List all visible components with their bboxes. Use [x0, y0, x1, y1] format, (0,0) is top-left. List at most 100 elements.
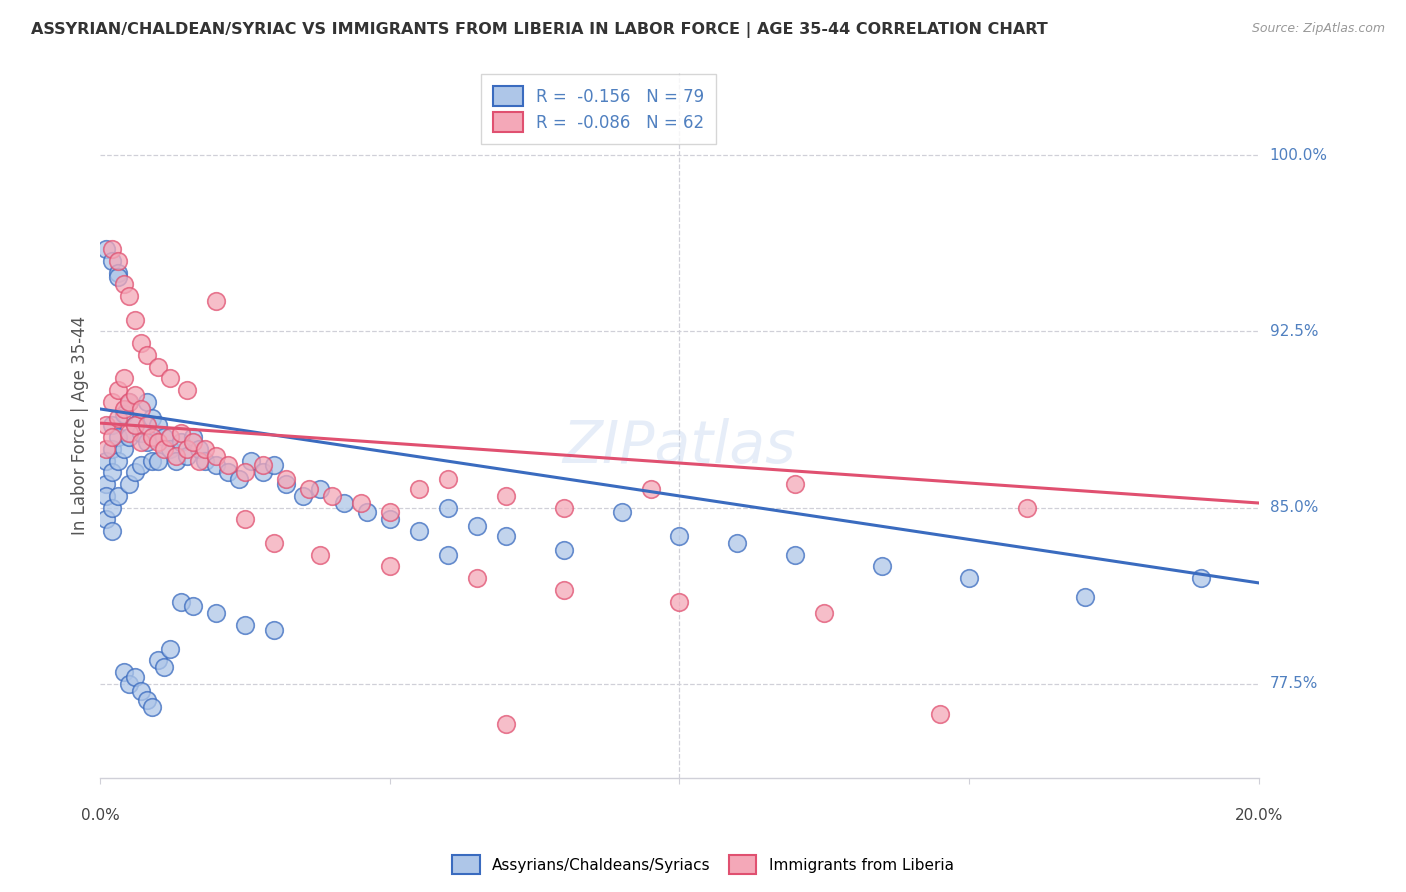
Point: [378, 512, 401, 526]
Text: ASSYRIAN/CHALDEAN/SYRIAC VS IMMIGRANTS FROM LIBERIA IN LABOR FORCE | AGE 35-44 C: ASSYRIAN/CHALDEAN/SYRIAC VS IMMIGRANTS F…: [31, 22, 1047, 38]
Text: 85.0%: 85.0%: [1270, 500, 1317, 516]
Point: [181, 434, 204, 449]
Point: [205, 293, 228, 308]
Text: 0.0%: 0.0%: [82, 808, 120, 823]
Point: [129, 425, 152, 440]
Point: [101, 418, 124, 433]
Point: [118, 677, 141, 691]
Point: [610, 505, 633, 519]
Point: [94, 442, 117, 456]
Point: [107, 270, 129, 285]
Point: [165, 453, 187, 467]
Point: [640, 482, 662, 496]
Point: [153, 430, 176, 444]
Point: [141, 430, 163, 444]
Point: [1189, 571, 1212, 585]
Point: [233, 618, 256, 632]
Point: [176, 449, 198, 463]
Point: [263, 536, 285, 550]
Point: [176, 442, 198, 456]
Point: [321, 489, 343, 503]
Point: [725, 536, 748, 550]
Point: [129, 336, 152, 351]
Point: [292, 489, 315, 503]
Point: [465, 571, 488, 585]
Point: [263, 458, 285, 473]
Point: [107, 430, 129, 444]
Point: [437, 548, 460, 562]
Point: [159, 641, 181, 656]
Point: [495, 489, 517, 503]
Point: [378, 505, 401, 519]
Point: [118, 289, 141, 303]
Point: [553, 500, 575, 515]
Point: [135, 348, 157, 362]
Point: [94, 453, 117, 467]
Point: [148, 653, 170, 667]
Text: 100.0%: 100.0%: [1270, 148, 1327, 162]
Point: [205, 458, 228, 473]
Point: [553, 543, 575, 558]
Point: [112, 665, 135, 680]
Point: [124, 466, 146, 480]
Point: [107, 383, 129, 397]
Point: [135, 693, 157, 707]
Point: [165, 449, 187, 463]
Point: [112, 402, 135, 417]
Point: [176, 383, 198, 397]
Point: [378, 559, 401, 574]
Point: [252, 458, 274, 473]
Point: [170, 595, 193, 609]
Point: [263, 623, 285, 637]
Point: [124, 388, 146, 402]
Point: [813, 607, 835, 621]
Text: 77.5%: 77.5%: [1270, 676, 1317, 691]
Text: Source: ZipAtlas.com: Source: ZipAtlas.com: [1251, 22, 1385, 36]
Point: [298, 482, 321, 496]
Point: [181, 599, 204, 614]
Point: [135, 434, 157, 449]
Point: [929, 707, 952, 722]
Point: [408, 482, 430, 496]
Point: [252, 466, 274, 480]
Point: [129, 684, 152, 698]
Point: [118, 425, 141, 440]
Point: [112, 277, 135, 292]
Point: [495, 717, 517, 731]
Point: [94, 489, 117, 503]
Point: [194, 453, 217, 467]
Text: 20.0%: 20.0%: [1234, 808, 1282, 823]
Point: [332, 496, 354, 510]
Point: [101, 254, 124, 268]
Point: [124, 670, 146, 684]
Point: [101, 395, 124, 409]
Point: [153, 660, 176, 674]
Point: [112, 371, 135, 385]
Point: [118, 430, 141, 444]
Point: [101, 500, 124, 515]
Point: [437, 500, 460, 515]
Point: [141, 453, 163, 467]
Point: [170, 425, 193, 440]
Point: [101, 524, 124, 539]
Point: [129, 434, 152, 449]
Point: [148, 453, 170, 467]
Point: [159, 430, 181, 444]
Point: [205, 607, 228, 621]
Point: [465, 519, 488, 533]
Point: [107, 411, 129, 425]
Point: [309, 548, 332, 562]
Point: [187, 453, 209, 467]
Point: [228, 473, 250, 487]
Point: [118, 395, 141, 409]
Point: [356, 505, 378, 519]
Point: [181, 430, 204, 444]
Point: [94, 477, 117, 491]
Point: [148, 359, 170, 374]
Point: [350, 496, 373, 510]
Point: [129, 402, 152, 417]
Point: [957, 571, 980, 585]
Point: [553, 582, 575, 597]
Point: [274, 477, 297, 491]
Point: [107, 254, 129, 268]
